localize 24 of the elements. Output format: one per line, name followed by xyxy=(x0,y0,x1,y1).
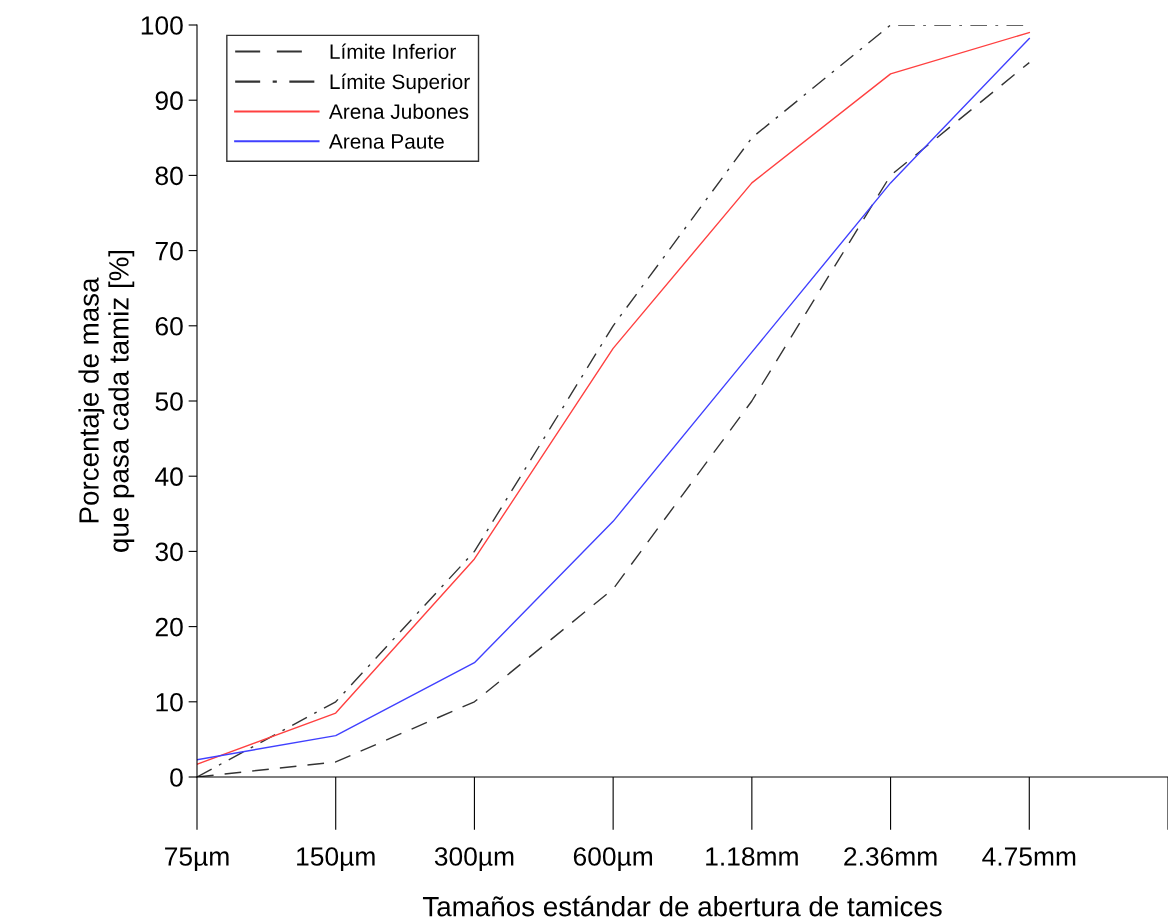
y-tick-label: 40 xyxy=(155,467,183,487)
y-tick-label: 70 xyxy=(155,241,183,261)
y-tick-label: 30 xyxy=(155,542,183,562)
legend-label: Arena Jubones xyxy=(328,103,469,119)
x-tick-label: 1.18mm xyxy=(706,847,798,866)
legend-label: Arena Paute xyxy=(328,134,444,149)
x-tick-label: 75µm xyxy=(165,847,229,872)
x-tick-label: 4.75mm xyxy=(982,847,1076,866)
x-tick-label: 150µm xyxy=(297,847,375,872)
y-tick-label: 100 xyxy=(141,16,183,35)
y-tick-label: 50 xyxy=(155,392,183,411)
legend-label: Límite Superior xyxy=(330,73,470,94)
y-tick-label: 90 xyxy=(155,91,183,111)
y-tick-label: 10 xyxy=(156,692,183,712)
y-tick-label: 0 xyxy=(170,768,183,787)
y-tick-label: 60 xyxy=(155,316,183,336)
y-tick-label: 80 xyxy=(155,166,183,186)
x-tick-label: 300µm xyxy=(434,847,514,872)
y-tick-label: 20 xyxy=(155,617,183,637)
x-tick-label: 2.36mm xyxy=(844,847,937,866)
x-axis-title: Tamaños estándar de abertura de tamices xyxy=(422,895,942,917)
x-tick-label: 600µm xyxy=(573,847,653,872)
legend-label: Límite Inferior xyxy=(330,43,456,60)
y-axis-title: Porcentaje de masa que pasa cada tamiz [%] xyxy=(78,250,135,552)
